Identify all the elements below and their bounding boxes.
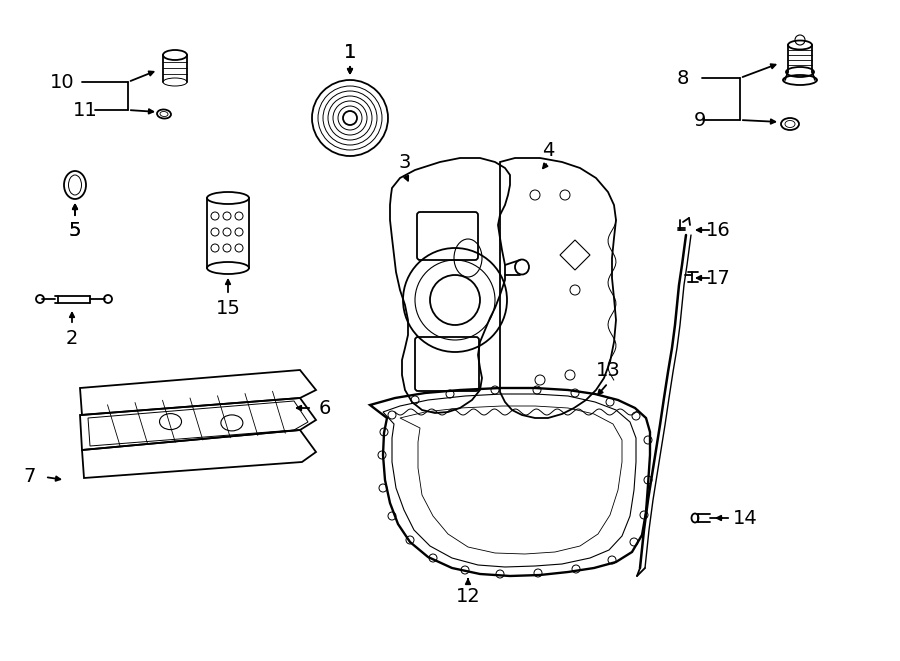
Text: 2: 2: [66, 329, 78, 348]
Text: 5: 5: [68, 221, 81, 239]
Text: 6: 6: [319, 399, 331, 418]
Text: 8: 8: [677, 69, 689, 87]
Text: 10: 10: [50, 73, 75, 91]
Text: 13: 13: [596, 360, 620, 379]
Text: 16: 16: [706, 221, 731, 239]
Text: 11: 11: [73, 100, 97, 120]
Text: 17: 17: [706, 268, 731, 288]
Text: 14: 14: [733, 508, 758, 527]
Text: 12: 12: [455, 586, 481, 605]
Text: 5: 5: [68, 221, 81, 239]
Text: 9: 9: [694, 110, 706, 130]
Text: 1: 1: [344, 42, 356, 61]
Text: 15: 15: [216, 299, 240, 317]
Text: 4: 4: [542, 141, 554, 159]
Text: 3: 3: [399, 153, 411, 171]
Text: 1: 1: [344, 42, 356, 61]
Text: 7: 7: [23, 467, 36, 486]
